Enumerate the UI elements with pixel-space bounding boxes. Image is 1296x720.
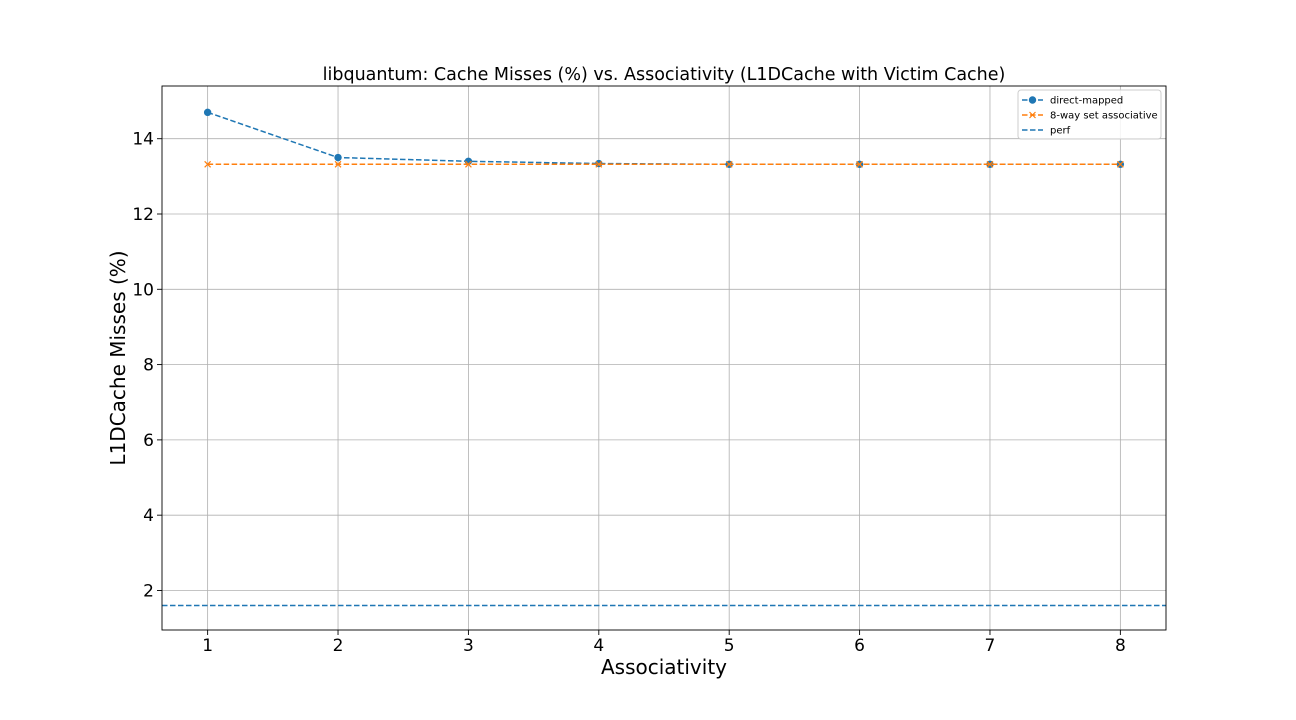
x-tick-label: 8 — [1115, 636, 1126, 656]
legend-entry: perf — [1022, 126, 1071, 137]
chart-title: libquantum: Cache Misses (%) vs. Associa… — [323, 65, 1006, 85]
y-axis: 2 4 6 8 10 12 14 — [132, 130, 162, 601]
data-point — [725, 160, 733, 168]
data-point — [334, 153, 342, 162]
x-tick-label: 4 — [593, 636, 604, 656]
legend-entry: 8-way set associative — [1022, 111, 1158, 122]
legend-label: perf — [1050, 126, 1071, 137]
legend-label: direct-mapped — [1050, 96, 1123, 107]
data-point — [595, 160, 603, 168]
x-axis-label: Associativity — [601, 655, 727, 679]
x-tick-label: 6 — [854, 636, 865, 656]
y-tick-label: 14 — [132, 130, 154, 150]
data-point — [204, 160, 212, 168]
data-point — [334, 160, 342, 168]
x-tick-label: 3 — [463, 636, 474, 656]
x-tick-label: 1 — [202, 636, 213, 656]
data-point — [203, 108, 212, 117]
series-2 — [204, 160, 1124, 168]
x-tick-label: 2 — [333, 636, 344, 656]
y-tick-label: 2 — [143, 581, 154, 601]
x-tick-label: 7 — [985, 636, 996, 656]
legend-entry: direct-mapped — [1022, 96, 1123, 107]
data-point — [856, 160, 864, 168]
legend-marker — [1029, 111, 1036, 119]
data-point — [464, 160, 472, 168]
y-tick-label: 8 — [143, 356, 154, 376]
x-axis: 1 2 3 4 5 6 7 8 — [202, 630, 1126, 656]
legend: direct-mapped 8-way set associative perf — [1017, 89, 1162, 140]
legend-box — [1017, 89, 1162, 140]
grid — [162, 86, 1166, 630]
plot-area — [161, 85, 1167, 631]
y-tick-label: 6 — [143, 431, 154, 451]
data-point — [1116, 160, 1124, 168]
data-point — [986, 160, 994, 168]
legend-label: 8-way set associative — [1050, 111, 1158, 122]
y-tick-label: 4 — [143, 506, 154, 526]
series-layer — [203, 108, 1125, 169]
y-axis-label: L1DCache Misses (%) — [106, 250, 130, 465]
legend-marker — [1028, 96, 1037, 104]
y-tick-label: 12 — [132, 205, 154, 225]
y-tick-label: 10 — [132, 280, 154, 300]
x-tick-label: 5 — [724, 636, 735, 656]
